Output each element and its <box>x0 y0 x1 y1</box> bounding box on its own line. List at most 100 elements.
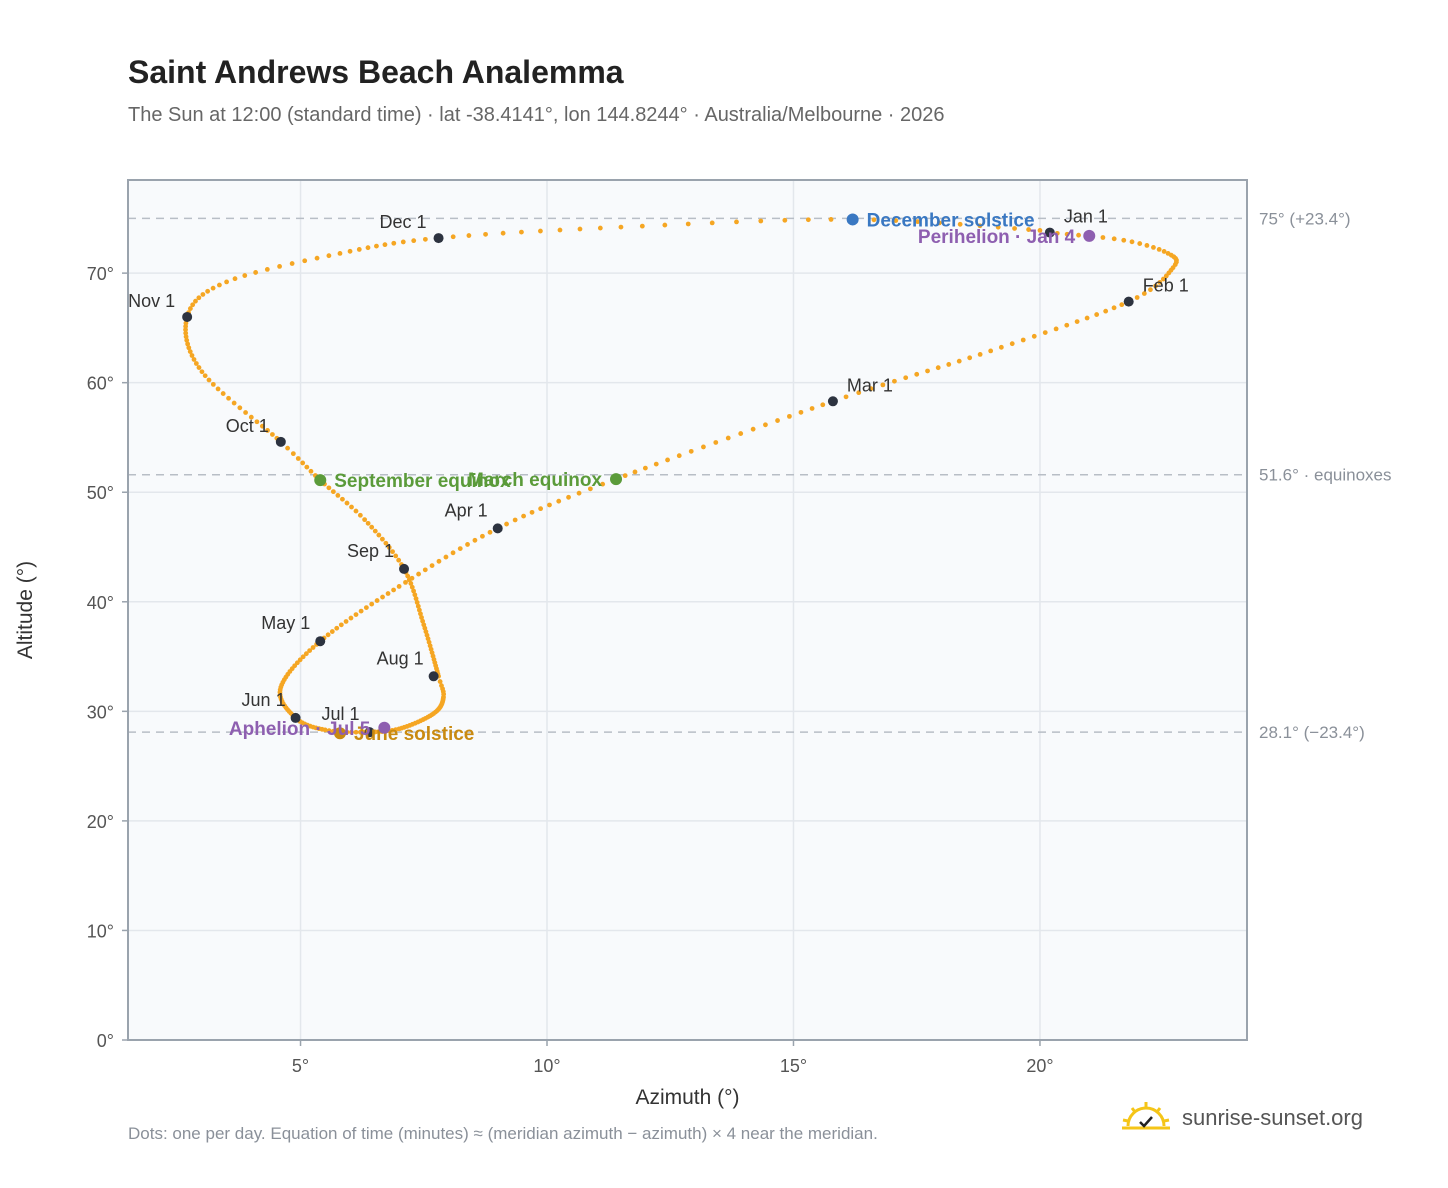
x-tick-label: 15° <box>780 1056 807 1076</box>
month-marker-dot <box>399 563 410 574</box>
daily-sun-dot <box>662 222 668 228</box>
daily-sun-dot <box>416 571 421 577</box>
x-tick-label: 10° <box>533 1056 560 1076</box>
daily-sun-dot <box>1160 276 1166 282</box>
daily-sun-dot <box>988 348 994 354</box>
daily-sun-dot <box>1064 322 1070 328</box>
daily-sun-dot <box>193 298 198 304</box>
daily-sun-dot <box>357 729 363 735</box>
daily-sun-dot <box>465 542 470 547</box>
month-marker-dot <box>1123 296 1134 307</box>
event-label: Aphelion · Jul 5 <box>229 719 371 740</box>
daily-sun-dot <box>892 378 897 384</box>
daily-sun-dot <box>538 506 544 512</box>
daily-sun-dot <box>557 227 563 233</box>
daily-sun-dot <box>382 242 388 248</box>
daily-sun-dot <box>183 330 189 336</box>
daily-sun-dot <box>365 520 371 526</box>
daily-sun-dot <box>915 219 921 225</box>
event-marker <box>314 474 327 487</box>
daily-sun-dot <box>196 295 202 301</box>
daily-sun-dot <box>828 217 834 222</box>
y-tick-label: 0° <box>97 1031 114 1051</box>
month-label: Apr 1 <box>445 500 488 520</box>
daily-sun-dot <box>1153 283 1158 289</box>
daily-sun-dot <box>419 615 424 620</box>
daily-sun-dot <box>798 409 804 415</box>
daily-sun-dot <box>348 615 354 621</box>
daily-sun-dot <box>547 502 552 508</box>
daily-sun-dot <box>843 394 849 400</box>
daily-sun-dot <box>1121 237 1127 243</box>
daily-sun-dot <box>414 600 420 605</box>
daily-sun-dot <box>676 453 682 459</box>
daily-sun-dot <box>340 496 345 502</box>
month-label: Jan 1 <box>1064 207 1108 227</box>
daily-sun-dot <box>189 353 195 358</box>
brand-text: sunrise-sunset.org <box>1182 1105 1363 1130</box>
daily-sun-dot <box>393 553 399 559</box>
daily-sun-dot <box>338 622 344 628</box>
daily-sun-dot <box>310 645 316 650</box>
daily-sun-dot <box>191 357 197 362</box>
brand[interactable]: sunrise-sunset.org <box>1120 1100 1363 1136</box>
reference-line-label: 28.1° (−23.4°) <box>1259 723 1365 742</box>
daily-sun-dot <box>405 573 411 579</box>
daily-sun-dot <box>512 517 518 523</box>
month-label: May 1 <box>261 613 310 633</box>
daily-sun-dot <box>556 498 562 504</box>
daily-sun-dot <box>374 243 379 249</box>
daily-sun-dot <box>379 536 385 542</box>
event-marker <box>333 727 346 740</box>
daily-sun-dot <box>396 557 402 563</box>
daily-sun-dot <box>248 414 254 420</box>
month-label: Jul 1 <box>322 704 360 724</box>
daily-sun-dot <box>1151 245 1156 250</box>
daily-sun-dot <box>1009 341 1015 347</box>
daily-sun-dot <box>758 218 764 224</box>
daily-sun-dot <box>264 266 270 272</box>
y-tick-label: 50° <box>87 483 114 503</box>
daily-sun-dot <box>466 233 472 238</box>
daily-sun-dot <box>665 457 670 463</box>
daily-sun-dot <box>1012 226 1017 231</box>
daily-sun-dot <box>521 513 526 519</box>
daily-sun-dot <box>1137 241 1143 246</box>
daily-sun-dot <box>232 276 238 282</box>
daily-sun-dot <box>868 386 874 392</box>
daily-sun-dot <box>1163 273 1169 279</box>
x-tick-label: 5° <box>292 1056 309 1076</box>
month-marker-dot <box>290 712 301 723</box>
daily-sun-dot <box>1111 236 1117 242</box>
daily-sun-dot <box>307 648 313 654</box>
daily-sun-dot <box>411 588 416 594</box>
daily-sun-dot <box>322 727 328 733</box>
daily-sun-dot <box>935 365 941 371</box>
daily-sun-dot <box>343 619 349 624</box>
daily-sun-dot <box>688 448 694 454</box>
daily-sun-dot <box>357 512 363 518</box>
month-label: Feb 1 <box>1143 276 1189 296</box>
daily-sun-dot <box>374 598 380 603</box>
daily-sun-dot <box>349 504 354 510</box>
daily-sun-dot <box>936 220 942 226</box>
month-marker-dot <box>315 636 326 647</box>
y-tick-label: 40° <box>87 593 114 613</box>
daily-sun-dot <box>300 654 306 660</box>
daily-sun-dot <box>254 419 260 425</box>
daily-sun-dot <box>243 410 248 415</box>
daily-sun-dot <box>995 224 1001 230</box>
month-label: Mar 1 <box>847 375 893 395</box>
daily-sun-dot <box>856 390 862 396</box>
daily-sun-dot <box>500 230 506 236</box>
daily-sun-dot <box>480 533 485 539</box>
daily-sun-dot <box>450 234 456 240</box>
daily-sun-dot <box>383 540 389 546</box>
daily-sun-dot <box>330 489 336 495</box>
daily-sun-dot <box>956 358 962 364</box>
daily-sun-dot <box>529 509 535 515</box>
daily-sun-dot <box>326 728 332 734</box>
daily-sun-dot <box>429 563 435 568</box>
daily-sun-dot <box>1053 326 1059 332</box>
